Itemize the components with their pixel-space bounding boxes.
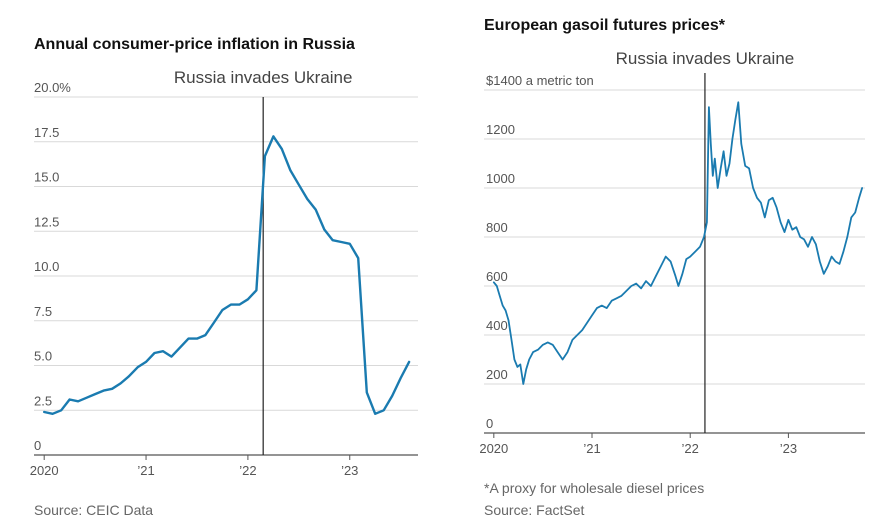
gasoil-x-tick-label: 2020 <box>479 441 508 456</box>
inflation-y-tick-label: 2.5 <box>34 393 52 408</box>
gasoil-y-tick-label: 1000 <box>486 171 515 186</box>
gasoil-x-tick-label: ’23 <box>780 441 797 456</box>
gasoil-y-tick-label: 200 <box>486 367 508 382</box>
inflation-chart-title: Annual consumer-price inflation in Russi… <box>34 36 355 53</box>
inflation-y-tick-label: 17.5 <box>34 125 59 140</box>
gasoil-y-tick-label: 0 <box>486 416 493 431</box>
gasoil-chart-footnote: *A proxy for wholesale diesel prices <box>484 480 705 496</box>
inflation-x-tick-label: ’23 <box>341 463 358 478</box>
inflation-x-tick-label: ’21 <box>137 463 154 478</box>
inflation-chart-panel: Annual consumer-price inflation in Russi… <box>0 0 440 532</box>
inflation-chart-source: Source: CEIC Data <box>34 502 154 518</box>
inflation-series-line <box>43 135 411 415</box>
inflation-event-annotation: Russia invades Ukraine <box>174 68 353 87</box>
inflation-y-tick-label: 12.5 <box>34 214 59 229</box>
gasoil-chart-svg: $1400 a metric ton 1200 1000 800 600 400 200 0 2… <box>479 49 865 456</box>
gasoil-y-tick-label: $1400 a metric ton <box>486 73 594 88</box>
gasoil-x-tick-label: ’21 <box>583 441 600 456</box>
inflation-chart-svg: 20.0% 17.5 15.0 12.5 10.0 7.5 5.0 2.5 0 2020 ’21 ’2… <box>30 68 418 478</box>
inflation-y-tick-label: 15.0 <box>34 170 59 185</box>
gasoil-y-tick-label: 800 <box>486 220 508 235</box>
gasoil-y-tick-label: 400 <box>486 318 508 333</box>
gasoil-chart-panel: European gasoil futures prices* $1400 a … <box>450 0 895 532</box>
inflation-y-tick-label: 10.0 <box>34 259 59 274</box>
inflation-x-tick-label: ’22 <box>239 463 256 478</box>
gasoil-y-tick-label: 600 <box>486 269 508 284</box>
gasoil-chart-source: Source: FactSet <box>484 502 585 518</box>
inflation-x-tick-label: 2020 <box>30 463 59 478</box>
inflation-y-tick-label: 7.5 <box>34 304 52 319</box>
gasoil-x-tick-label: ’22 <box>682 441 699 456</box>
inflation-y-tick-label: 5.0 <box>34 349 52 364</box>
gasoil-series-line <box>492 101 864 385</box>
gasoil-event-annotation: Russia invades Ukraine <box>616 49 795 68</box>
gasoil-chart-title: European gasoil futures prices* <box>484 17 725 34</box>
inflation-y-tick-label: 0 <box>34 438 41 453</box>
gasoil-y-tick-label: 1200 <box>486 122 515 137</box>
inflation-y-tick-label: 20.0% <box>34 80 71 95</box>
